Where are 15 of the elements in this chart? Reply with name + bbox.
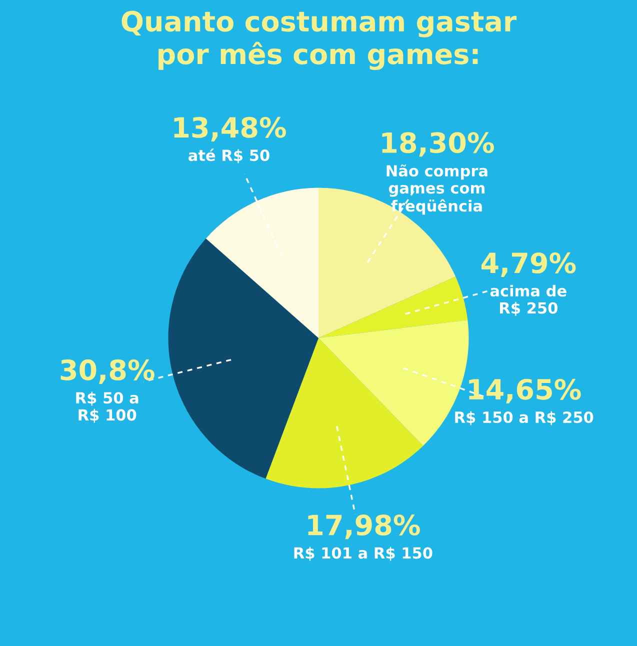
- chart-title: Quanto costumam gastar por mês com games:: [122, 10, 517, 70]
- data-label: 30,8%: [60, 359, 154, 384]
- data-label: 14,65%: [469, 378, 581, 404]
- slice-label: até R$ 50: [188, 148, 270, 164]
- slice-label: R$ 50 a R$ 100: [76, 392, 138, 423]
- data-label: 13,48%: [174, 116, 286, 142]
- slice-label: acima de R$ 250: [490, 284, 566, 316]
- pie-slice: [206, 188, 318, 338]
- slice-label: R$ 150 a R$ 250: [455, 411, 594, 426]
- slice-label: R$ 101 a R$ 150: [294, 546, 432, 561]
- pie-slice: [168, 238, 318, 479]
- slice-label: Não compra games com freqüência: [386, 164, 488, 215]
- data-label: 17,98%: [308, 514, 420, 540]
- data-label: 18,30%: [382, 132, 494, 157]
- data-label: 4,79%: [481, 252, 576, 277]
